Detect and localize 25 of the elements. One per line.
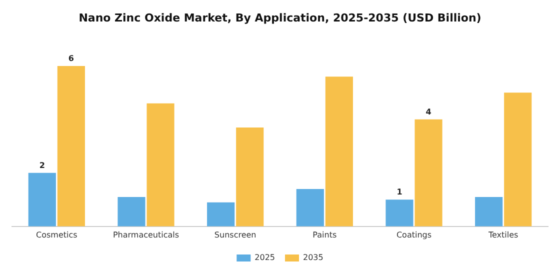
x-tick-label: Textiles <box>487 230 518 240</box>
x-tick-label: Pharmaceuticals <box>112 230 180 240</box>
data-label: 6 <box>68 54 74 64</box>
bar <box>325 76 353 226</box>
bar <box>386 200 414 226</box>
data-label: 2 <box>39 160 45 170</box>
data-label: 4 <box>426 108 432 117</box>
x-tick-label: Cosmetics <box>36 230 78 240</box>
bar <box>296 188 324 226</box>
x-tick-label: Paints <box>312 230 337 240</box>
bar <box>57 66 85 226</box>
bar <box>146 103 174 226</box>
bar <box>475 196 503 226</box>
bar <box>118 196 146 226</box>
data-label: 1 <box>396 188 403 197</box>
x-tick-label: Sunscreen <box>214 230 256 240</box>
bar <box>414 119 442 226</box>
bar <box>236 127 264 226</box>
bar <box>504 92 532 226</box>
legend-label: 2025 <box>254 253 275 262</box>
bar <box>28 172 56 226</box>
bar <box>207 202 235 226</box>
x-tick-label: Coatings <box>396 230 432 240</box>
chart-title: Nano Zinc Oxide Market, By Application, 2025-2035 (USD Billion) <box>78 11 482 24</box>
legend-label: 2035 <box>303 253 324 262</box>
